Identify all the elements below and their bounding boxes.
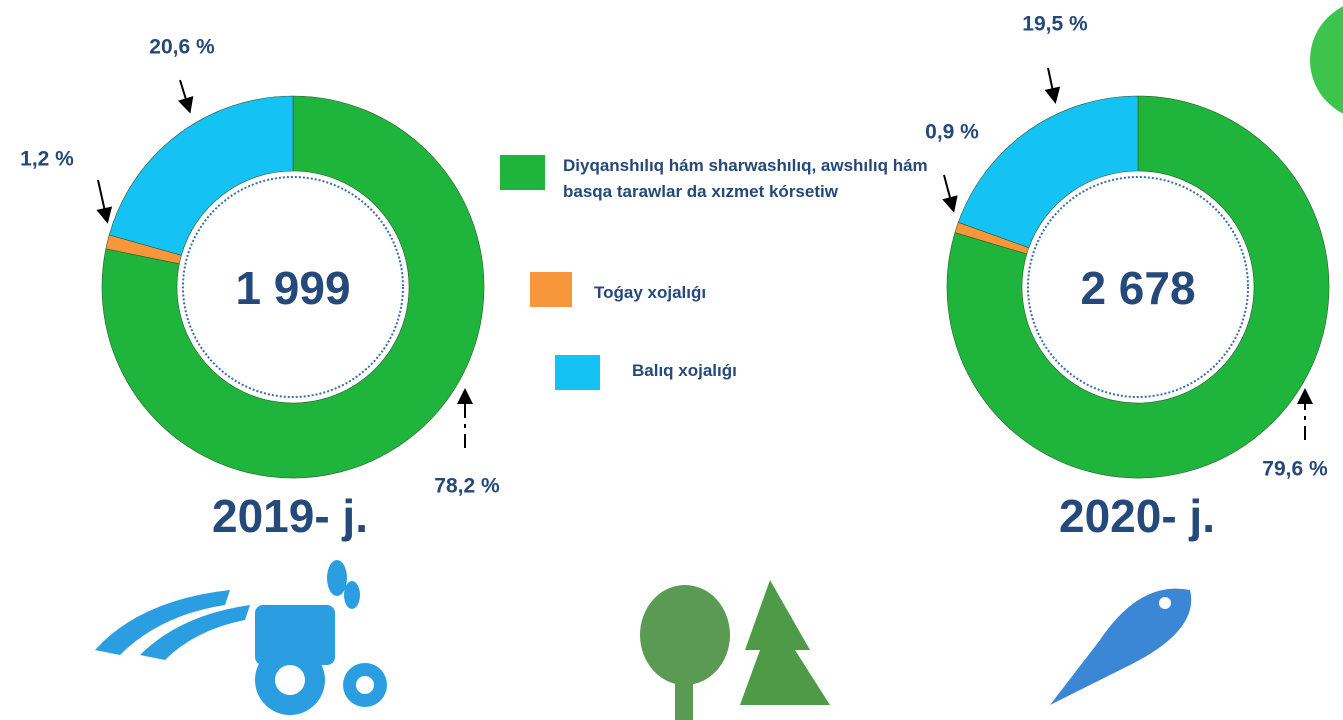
inner-ring (182, 176, 404, 398)
legend-swatch (500, 155, 545, 190)
value-label: 19,5 % (1022, 13, 1088, 36)
legend-swatch (530, 272, 572, 307)
center-label: 1 999 (235, 262, 350, 314)
legend-swatch (555, 355, 600, 390)
inner-ring (1027, 176, 1249, 398)
donut-slice (957, 95, 1139, 249)
donut-slice (108, 95, 294, 256)
chart-title: 2020- j. (1059, 490, 1215, 542)
legend-label: Toǵay xojalıǵı (594, 283, 707, 302)
icons (95, 6, 1343, 720)
value-label: 1,2 % (20, 148, 74, 171)
donut-slice (946, 95, 1330, 479)
value-label: 20,6 % (149, 36, 215, 59)
legend-label: Balıq xojalıǵı (632, 361, 737, 380)
value-label: 78,2 % (434, 475, 500, 498)
chart-title: 2019- j. (212, 490, 368, 542)
value-label: 0,9 % (925, 121, 979, 144)
arrows (96, 67, 1313, 448)
center-label: 2 678 (1080, 262, 1195, 314)
legend-label: Diyqanshılıq hám sharwashılıq, awshılıq … (563, 156, 928, 201)
donut-slice (101, 95, 485, 479)
value-label: 79,6 % (1262, 458, 1328, 481)
